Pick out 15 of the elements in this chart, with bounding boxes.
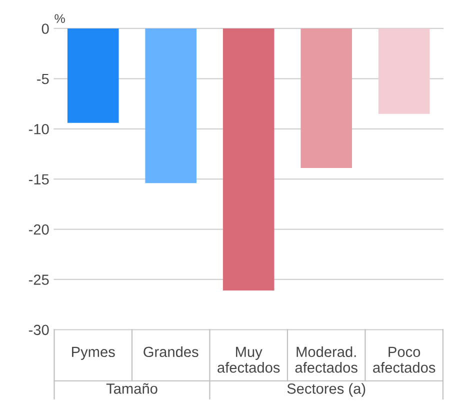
- x-tick-label: Grandes: [144, 346, 198, 358]
- y-axis-title: %: [54, 14, 65, 23]
- y-tick-label: -5: [37, 74, 49, 84]
- x-tick-label: Muy afectados: [218, 346, 280, 373]
- y-tick-label: -25: [28, 274, 49, 285]
- x-tick-label: Poco afectados: [373, 346, 436, 373]
- y-tick-label: -20: [28, 224, 49, 235]
- y-tick-label: -10: [28, 124, 49, 134]
- y-tick-label: 0: [42, 24, 49, 34]
- x-tick-label: Moderad. afectados: [295, 346, 358, 373]
- y-tick-label: -30: [28, 324, 49, 336]
- y-tick-label: -15: [28, 174, 49, 185]
- text: Tamaño: [106, 383, 158, 394]
- x-tick-label: Pymes: [72, 346, 115, 360]
- text: Sectores (a): [287, 383, 366, 397]
